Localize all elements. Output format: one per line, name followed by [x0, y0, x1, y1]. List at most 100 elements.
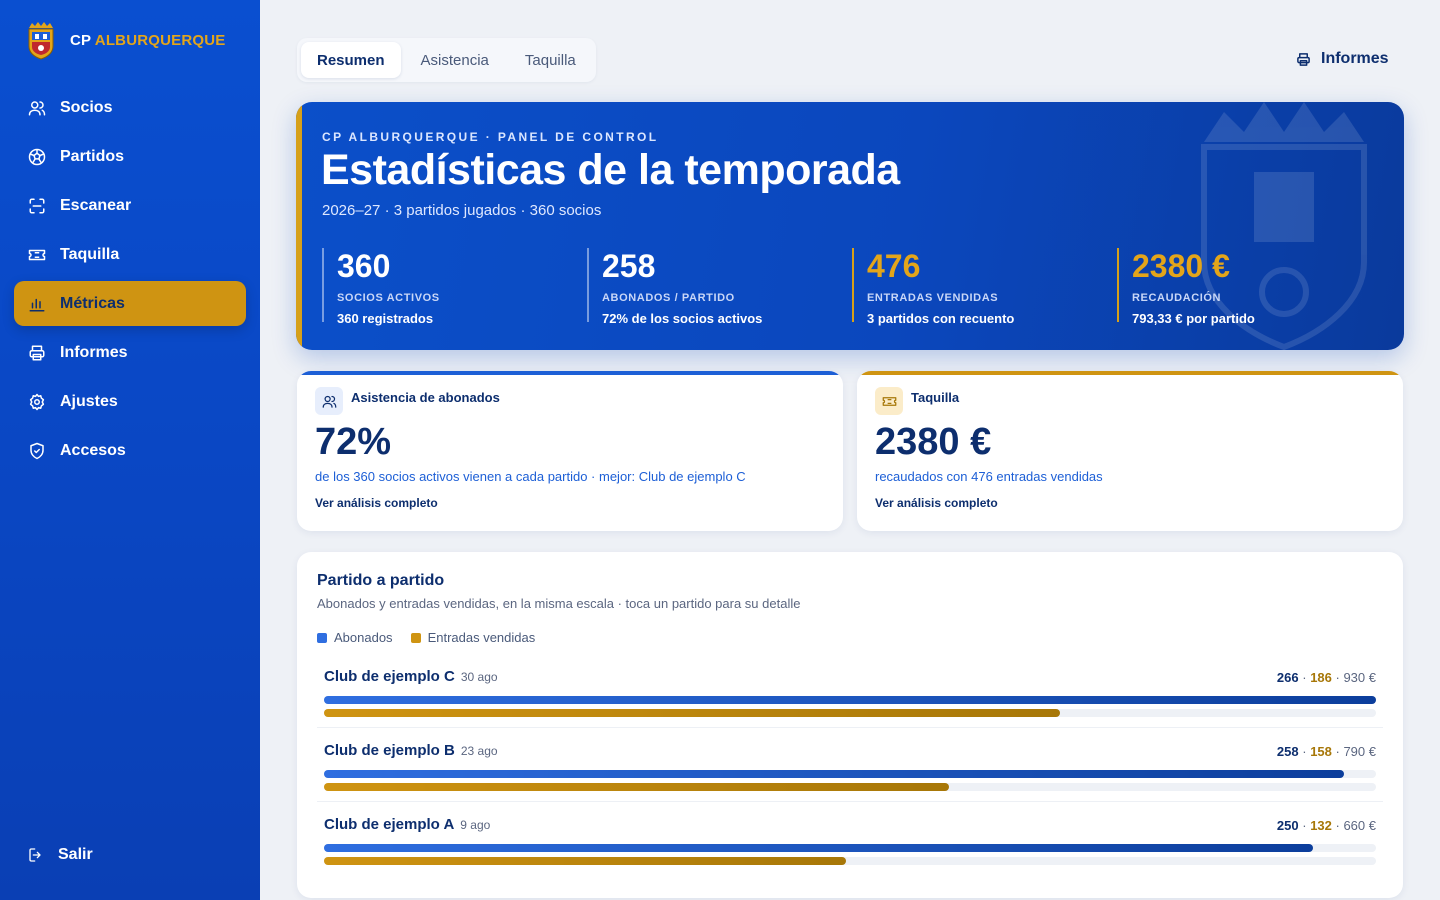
ticket-icon: [28, 249, 46, 260]
entradas-bar-track: [324, 857, 1376, 865]
tab-resumen[interactable]: Resumen: [301, 42, 401, 78]
soccer-ball-icon: [28, 148, 46, 165]
box-office-analysis-link[interactable]: Ver análisis completo: [875, 496, 998, 510]
tab-asistencia[interactable]: Asistencia: [420, 51, 489, 69]
users-icon: [322, 395, 336, 408]
entradas-bar: [324, 857, 847, 865]
stat-abonados-partido: 258 ABONADOS / PARTIDO 72% de los socios…: [587, 248, 852, 326]
entradas-bar-track: [324, 709, 1376, 717]
stat-note: 3 partidos con recuento: [867, 311, 1015, 326]
sidebar-nav: Socios Partidos Escanear Taquilla Métric…: [14, 85, 246, 477]
reports-button[interactable]: Informes: [1296, 50, 1389, 68]
sidebar-item-label: Métricas: [60, 294, 125, 312]
stat-label: ABONADOS / PARTIDO: [602, 292, 735, 304]
card-icon-wrap: [875, 387, 903, 415]
match-club: Club de ejemplo C: [324, 668, 455, 685]
sidebar-item-ajustes[interactable]: Ajustes: [14, 379, 246, 424]
tab-taquilla[interactable]: Taquilla: [524, 51, 576, 69]
abonados-bar-track: [324, 696, 1376, 704]
stat-entradas-vendidas: 476 ENTRADAS VENDIDAS 3 partidos con rec…: [852, 248, 1117, 326]
abonados-bar-track: [324, 770, 1376, 778]
stat-value: 258: [602, 248, 656, 284]
sidebar-item-partidos[interactable]: Partidos: [14, 134, 246, 179]
logout-icon: [29, 848, 41, 862]
stat-note: 360 registrados: [337, 311, 434, 326]
match-rows: Club de ejemplo C 30 ago 266 · 186 · 930 …: [317, 654, 1383, 876]
match-figures: 250 · 132 · 660 €: [1276, 818, 1376, 833]
brand[interactable]: CP ALBURQUERQUE: [26, 20, 226, 60]
legend-label: Abonados: [334, 630, 393, 645]
legend-label: Entradas vendidas: [427, 630, 536, 645]
entradas-bar: [324, 709, 1060, 717]
bar-chart-icon: [29, 298, 45, 311]
attendance-card[interactable]: Asistencia de abonados 72% de los 360 so…: [297, 371, 843, 531]
stat-note: 793,33 € por partido: [1132, 311, 1255, 326]
logout-button[interactable]: Salir: [28, 846, 93, 864]
reports-button-label: Informes: [1321, 50, 1389, 67]
card-title: Taquilla: [911, 390, 960, 405]
ticket-icon: [882, 396, 896, 406]
entradas-bar-track: [324, 783, 1376, 791]
season-hero: CP ALBURQUERQUE · PANEL DE CONTROL Estad…: [296, 102, 1404, 350]
sidebar-item-taquilla[interactable]: Taquilla: [14, 232, 246, 277]
card-icon-wrap: [315, 387, 343, 415]
sidebar: CP ALBURQUERQUE Socios Partidos Escanear…: [0, 0, 260, 900]
abonados-bar: [324, 844, 1313, 852]
card-value: 72%: [315, 421, 392, 463]
stat-label: RECAUDACIÓN: [1132, 292, 1222, 304]
page-title: Estadísticas de la temporada: [321, 146, 900, 194]
sidebar-item-label: Taquilla: [60, 245, 120, 263]
club-crest-icon: [28, 22, 54, 60]
printer-icon: [1297, 52, 1310, 66]
match-date: 9 ago: [460, 818, 491, 832]
logout-label: Salir: [58, 846, 93, 863]
match-row[interactable]: Club de ejemplo A 9 ago 250 · 132 · 660 €: [317, 802, 1383, 876]
sidebar-item-label: Informes: [60, 343, 128, 361]
stat-socios-activos: 360 SOCIOS ACTIVOS 360 registrados: [322, 248, 587, 326]
sidebar-item-label: Socios: [60, 98, 113, 116]
match-date: 23 ago: [460, 744, 498, 758]
match-abonados: 258: [1276, 744, 1299, 759]
match-name: Club de ejemplo B 23 ago: [324, 742, 498, 759]
match-entradas: 132: [1310, 818, 1332, 833]
box-office-card[interactable]: Taquilla 2380 € recaudados con 476 entra…: [857, 371, 1403, 531]
sidebar-item-escanear[interactable]: Escanear: [14, 183, 246, 228]
match-row[interactable]: Club de ejemplo B 23 ago 258 · 158 · 790 …: [317, 728, 1383, 802]
sidebar-item-label: Ajustes: [60, 392, 118, 410]
brand-prefix: CP: [70, 31, 91, 49]
card-title: Asistencia de abonados: [351, 390, 500, 405]
match-club: Club de ejemplo B: [324, 742, 455, 759]
sidebar-item-accesos[interactable]: Accesos: [14, 428, 246, 473]
users-icon: [28, 100, 46, 115]
stat-value: 2380 €: [1132, 248, 1230, 284]
crest-watermark-icon: [1201, 102, 1367, 350]
sidebar-item-informes[interactable]: Informes: [14, 330, 246, 375]
gear-icon: [29, 393, 45, 410]
match-entradas: 158: [1310, 744, 1332, 759]
match-recaudacion: 660 €: [1343, 818, 1376, 833]
printer-icon: [29, 345, 45, 360]
match-name: Club de ejemplo C 30 ago: [324, 668, 498, 685]
shield-icon: [30, 442, 44, 459]
sidebar-item-socios[interactable]: Socios: [14, 85, 246, 130]
stat-label: ENTRADAS VENDIDAS: [867, 292, 999, 304]
attendance-analysis-link[interactable]: Ver análisis completo: [315, 496, 438, 510]
stat-value: 476: [867, 248, 921, 284]
match-recaudacion: 790 €: [1343, 744, 1376, 759]
legend-swatch: [410, 632, 421, 643]
match-entradas: 186: [1310, 670, 1332, 685]
scan-icon: [29, 198, 45, 213]
abonados-bar: [324, 770, 1345, 778]
match-by-match-panel: Partido a partido Abonados y entradas ve…: [297, 552, 1403, 898]
card-value: 2380 €: [875, 421, 992, 463]
kpi-stats: 360 SOCIOS ACTIVOS 360 registrados 258 A…: [322, 248, 1382, 326]
match-club: Club de ejemplo A: [324, 816, 455, 833]
sidebar-item-label: Accesos: [60, 441, 126, 459]
match-abonados: 266: [1276, 670, 1299, 685]
match-row[interactable]: Club de ejemplo C 30 ago 266 · 186 · 930 …: [317, 654, 1383, 728]
card-description: recaudados con 476 entradas vendidas: [875, 469, 1103, 484]
sidebar-item-metricas[interactable]: Métricas: [14, 281, 246, 326]
card-description: de los 360 socios activos vienen a cada …: [315, 469, 746, 484]
legend-abonados: Abonados: [317, 630, 393, 645]
chart-legend: Abonados Entradas vendidas: [317, 630, 535, 645]
